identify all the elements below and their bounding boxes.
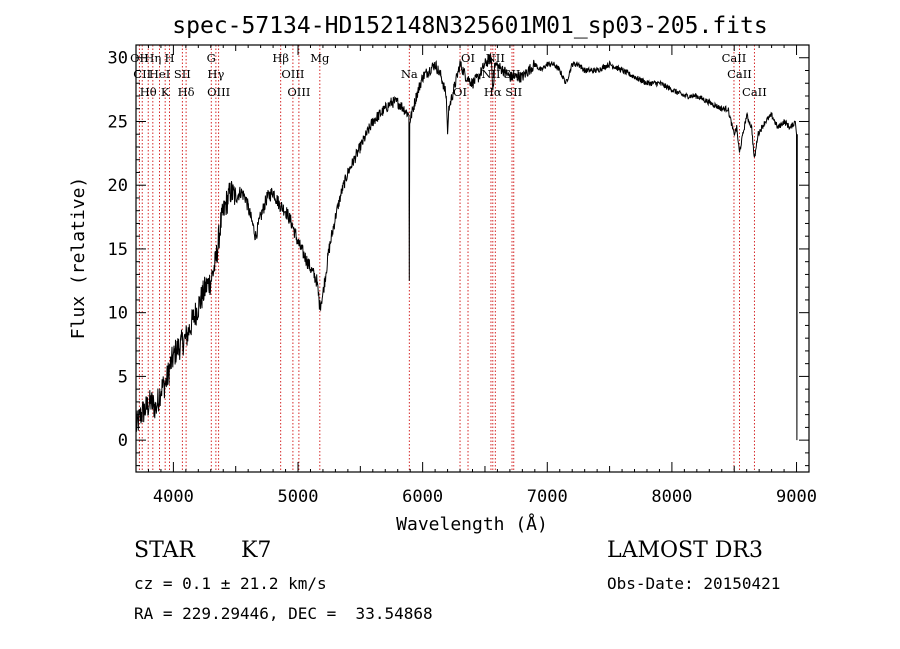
spectral-line-label: Hα <box>484 85 502 99</box>
y-tick-label: 25 <box>108 112 128 132</box>
observation-date: Obs-Date: 20150421 <box>607 574 781 593</box>
x-tick-label: 7000 <box>527 487 568 507</box>
spectral-line-label: Hη <box>144 51 161 65</box>
axis-ticks: 4000 5000 6000 7000 8000 9000 0 5 10 15 20 25 30 <box>108 45 817 507</box>
spectral-line-label: SII <box>174 67 191 81</box>
y-tick-label: 10 <box>108 304 128 324</box>
plot-frame <box>135 44 810 473</box>
spectral-line-label: NII <box>481 67 500 81</box>
spectral-line-label: OIII <box>207 85 230 99</box>
redshift-text: cz = 0.1 ± 21.2 km/s <box>134 574 327 593</box>
y-tick-label: 15 <box>108 240 128 260</box>
y-tick-label: 30 <box>108 49 128 69</box>
spectral-subclass: K7 <box>241 538 272 563</box>
object-class: STAR <box>134 538 195 563</box>
spectral-line-label: CaII <box>742 85 767 99</box>
spectral-line-labels: OIICIIHθHηHeIKHSIIHδGHγOIIIHβOIIIOIIIMgN… <box>130 51 767 99</box>
chart-title: spec-57134-HD152148N325601M01_sp03-205.f… <box>172 13 767 39</box>
spectral-line-label: K <box>161 85 170 99</box>
spectral-line-label: OI <box>461 51 475 65</box>
spectral-line-label: SII <box>505 85 522 99</box>
spectral-line-label: H <box>165 51 175 65</box>
spectral-line-label: OIII <box>287 85 310 99</box>
spectral-line-label: Hθ <box>140 85 157 99</box>
x-tick-label: 9000 <box>776 487 817 507</box>
x-tick-label: 6000 <box>402 487 443 507</box>
spectral-line-label: Mg <box>310 51 330 65</box>
spectral-line-label: Na <box>401 67 418 81</box>
y-axis-label: Flux (relative) <box>68 177 89 340</box>
coordinates-text: RA = 229.29446, DEC = 33.54868 <box>134 604 433 623</box>
spectral-line-label: G <box>207 51 216 65</box>
y-tick-label: 0 <box>118 431 128 451</box>
x-tick-label: 4000 <box>153 487 194 507</box>
spectral-line-label: CaII <box>722 51 747 65</box>
spectral-line-label: OI <box>453 85 467 99</box>
x-tick-label: 5000 <box>278 487 319 507</box>
spectral-line-label: Hγ <box>207 67 224 81</box>
spectral-line-label: CaII <box>727 67 752 81</box>
y-tick-label: 20 <box>108 176 128 196</box>
x-axis-label: Wavelength (Å) <box>396 513 548 535</box>
spectral-line-label: Hβ <box>272 51 289 65</box>
spectral-line-label: Hδ <box>178 85 195 99</box>
spectral-line-label: HeI <box>149 67 170 81</box>
spectral-line-label: OIII <box>281 67 304 81</box>
x-tick-label: 8000 <box>651 487 692 507</box>
y-tick-label: 5 <box>118 367 128 387</box>
survey-name: LAMOST DR3 <box>607 538 763 563</box>
flux-series-line <box>135 53 798 441</box>
